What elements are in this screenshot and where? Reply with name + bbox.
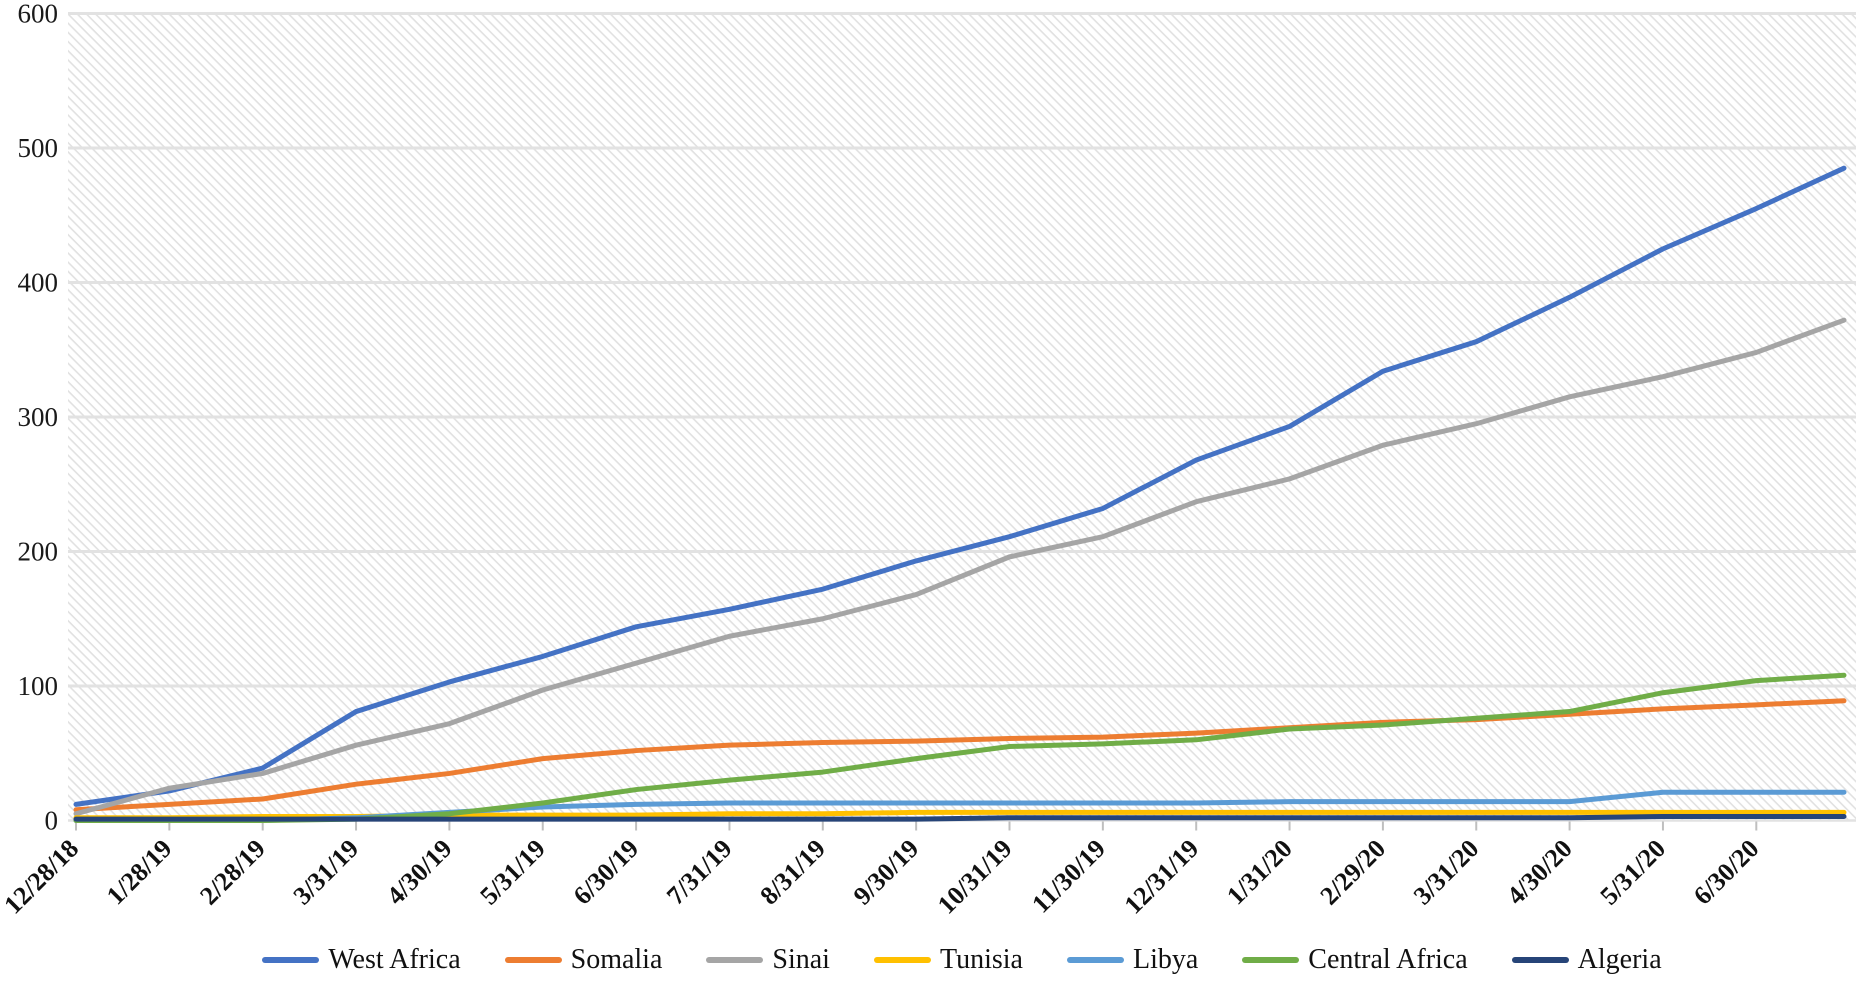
legend-item-libya[interactable]: Libya xyxy=(1066,944,1199,976)
y-tick-label: 100 xyxy=(18,671,59,701)
y-tick-label: 400 xyxy=(18,268,59,298)
y-axis-tick-labels: 0 100 200 300 400 500 600 xyxy=(18,0,59,836)
x-tick-label: 9/30/19 xyxy=(848,834,925,911)
x-tick-label: 6/30/20 xyxy=(1688,834,1765,911)
x-tick-label: 12/28/18 xyxy=(0,834,84,920)
y-tick-label: 300 xyxy=(18,402,59,432)
legend-item-west-africa[interactable]: West Africa xyxy=(262,944,461,976)
legend-label: Sinai xyxy=(772,944,830,975)
legend-label: Tunisia xyxy=(939,944,1023,975)
series-line-west-africa xyxy=(73,165,1847,807)
legend-label: Algeria xyxy=(1577,944,1662,975)
legend-item-somalia[interactable]: Somalia xyxy=(504,944,663,976)
legend-line-swatch xyxy=(1242,957,1300,963)
x-tick-label: 11/30/19 xyxy=(1026,834,1111,919)
legend-line-swatch xyxy=(706,957,764,963)
x-tick-label: 8/31/19 xyxy=(754,834,831,911)
x-axis xyxy=(75,821,1758,831)
legend-item-sinai[interactable]: Sinai xyxy=(706,944,830,976)
x-tick-label: 3/31/20 xyxy=(1408,834,1485,911)
chart-legend: West Africa Somalia Sinai Tunisia Libya Centr… xyxy=(68,944,1856,976)
legend-label: Libya xyxy=(1132,944,1199,975)
line-chart: 0 100 200 300 400 500 600 12/28/18 1/28/19 2/28/… xyxy=(0,0,1856,920)
y-tick-label: 200 xyxy=(18,537,59,567)
x-tick-label: 5/31/19 xyxy=(474,834,551,911)
x-axis-tick-labels: 12/28/18 1/28/19 2/28/19 3/31/19 4/30/19 5/31… xyxy=(0,834,1765,920)
y-tick-label: 600 xyxy=(18,0,59,29)
x-tick-label: 6/30/19 xyxy=(568,834,645,911)
legend-item-algeria[interactable]: Algeria xyxy=(1511,944,1662,976)
chart-canvas: 0 100 200 300 400 500 600 12/28/18 1/28/19 2/28/… xyxy=(0,0,1856,920)
y-tick-label: 0 xyxy=(45,806,59,836)
x-tick-label: 2/28/19 xyxy=(194,834,271,911)
x-tick-label: 4/30/20 xyxy=(1501,834,1578,911)
legend-line-swatch xyxy=(504,957,562,963)
legend-line-swatch xyxy=(873,957,931,963)
x-tick-label: 1/28/19 xyxy=(101,834,178,911)
data-series-lines xyxy=(73,165,1847,823)
x-tick-label: 2/29/20 xyxy=(1314,834,1391,911)
legend-label: Somalia xyxy=(570,944,663,975)
legend-item-tunisia[interactable]: Tunisia xyxy=(873,944,1023,976)
x-tick-label: 3/31/19 xyxy=(288,834,365,911)
series-line-algeria xyxy=(73,813,1847,822)
x-tick-label: 5/31/20 xyxy=(1595,834,1672,911)
x-tick-label: 4/30/19 xyxy=(381,834,458,911)
series-line-sinai xyxy=(73,317,1847,817)
y-tick-label: 500 xyxy=(18,133,59,163)
legend-label: Central Africa xyxy=(1308,944,1468,975)
legend-label: West Africa xyxy=(328,944,461,975)
x-tick-label: 10/31/19 xyxy=(932,834,1018,920)
x-tick-label: 7/31/19 xyxy=(661,834,738,911)
x-tick-label: 1/31/20 xyxy=(1221,834,1298,911)
legend-line-swatch xyxy=(262,957,320,963)
legend-item-central-africa[interactable]: Central Africa xyxy=(1242,944,1468,976)
legend-line-swatch xyxy=(1066,957,1124,963)
x-tick-label: 12/31/19 xyxy=(1119,834,1205,920)
legend-line-swatch xyxy=(1511,957,1569,963)
